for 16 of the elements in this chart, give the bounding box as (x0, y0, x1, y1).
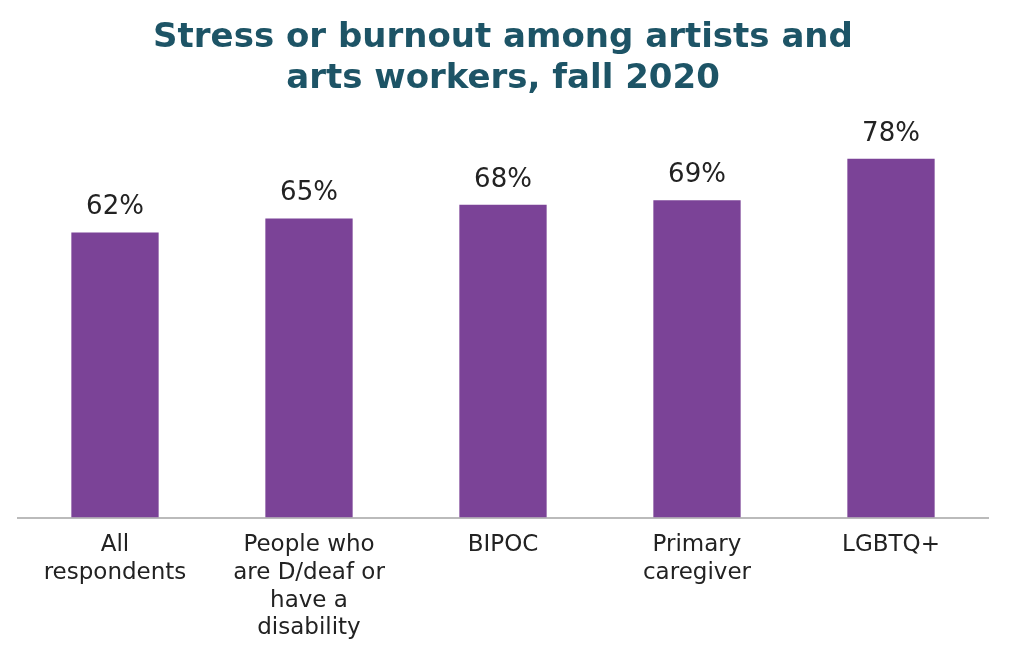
x-tick-label: BIPOC (467, 530, 539, 557)
x-tick-label: People who are D/deaf or have a disability (233, 530, 386, 640)
bar (265, 218, 353, 518)
data-label: 62% (86, 190, 144, 221)
data-label: 68% (474, 162, 532, 193)
data-label: 69% (668, 157, 726, 188)
data-label: 78% (862, 116, 920, 147)
bar (847, 158, 935, 518)
data-label: 65% (280, 176, 338, 207)
x-tick-label: LGBTQ+ (842, 530, 940, 557)
chart-title: Stress or burnout among artists and arts workers, fall 2020 (153, 15, 853, 97)
x-tick-label: Primary caregiver (642, 530, 752, 584)
x-tick-label: All respondents (43, 530, 187, 584)
bar (653, 200, 741, 518)
bar (459, 204, 547, 518)
bar (71, 232, 159, 518)
